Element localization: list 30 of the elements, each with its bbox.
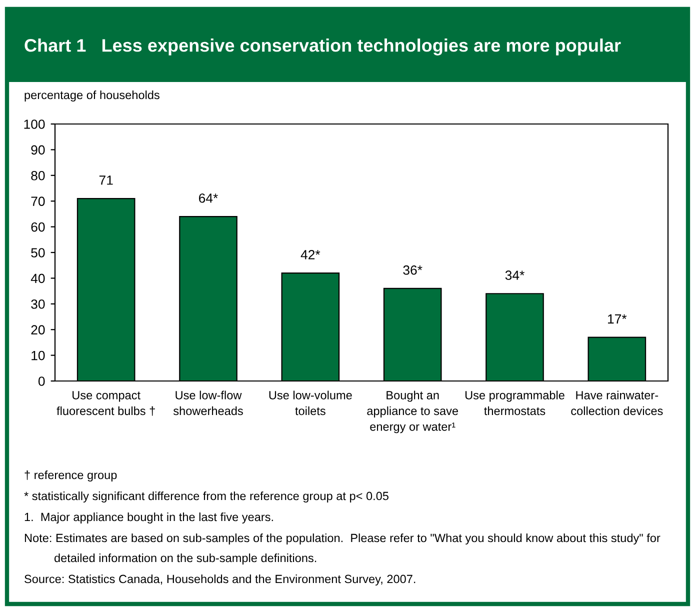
text: † reference group — [24, 470, 117, 482]
data-label: 71 — [99, 176, 113, 185]
y-axis-title: percentage of households — [24, 90, 160, 102]
y-tick-label: 10 — [32, 350, 45, 360]
y-tick-label: 80 — [31, 170, 45, 180]
y-tick-label: 50 — [31, 248, 45, 258]
x-tick-label: Use programmable thermostats — [465, 390, 564, 416]
y-tick-label: 30 — [31, 299, 45, 309]
y-tick-label: 100 — [24, 120, 45, 129]
y-tick-label: 60 — [31, 222, 45, 232]
y-tick-label: 0 — [38, 376, 45, 386]
y-tick-label: 40 — [30, 274, 45, 284]
x-tick-label: Use low-flow showerheads — [173, 390, 243, 416]
text: * statistically significant difference from the reference group at p< 0.05 — [24, 492, 388, 503]
y-tick-label: 90 — [31, 145, 45, 155]
x-tick-label: Bought an appliance to save energy or water¹ — [367, 390, 458, 434]
x-tick-label: Use low-volume toilets — [269, 390, 352, 416]
text: 1. Major appliance bought in the last five years. — [24, 512, 273, 524]
y-tick-label: 20 — [31, 325, 45, 335]
chart-title: Chart 1 Less expensive conservation technologies are more popular — [24, 38, 621, 56]
data-label: 64* — [199, 193, 218, 203]
text: Note: Estimates are based on sub-samples of the population. Please refer to "What you should know about this study" for detailed information on the sub-sample definitions. — [24, 533, 660, 565]
data-label: 42* — [300, 250, 320, 260]
y-tick-label: 70 — [31, 196, 45, 206]
data-label: 34* — [505, 270, 524, 280]
x-tick-label: Have rainwater- collection devices — [571, 390, 663, 416]
source-note: Source: Statistics Canada, Households and the Environment Survey, 2007. — [24, 574, 416, 586]
x-tick-label: Use compact fluorescent bulbs † — [56, 391, 155, 416]
data-label: 36* — [403, 265, 422, 275]
data-label: 17* — [608, 314, 627, 324]
